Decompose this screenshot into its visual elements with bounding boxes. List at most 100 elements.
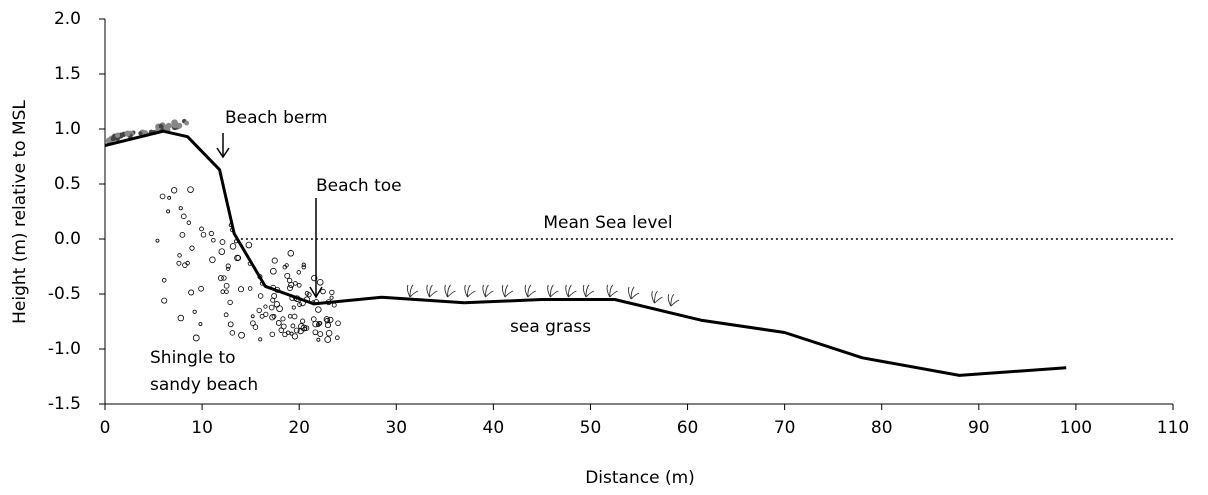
pebble [208,230,214,237]
pebble [221,275,227,281]
pebble [286,277,293,284]
pebble [155,238,160,243]
pebble [271,257,278,264]
pebble [161,278,167,283]
pebble [316,321,322,327]
x-tick-label: 50 [580,418,602,438]
grass [651,290,663,304]
pebble [223,312,229,318]
pebble [263,311,269,317]
pebble [223,282,230,289]
reference-line-label: Mean Sea level [543,213,672,233]
x-tick-label: 30 [385,418,407,438]
pebble [187,186,194,193]
grass [582,284,595,298]
x-tick-label: 80 [871,418,893,438]
pebble [166,209,171,214]
x-tick-label: 110 [1157,418,1189,438]
y-tick-label: -1.0 [48,339,81,359]
pebble [331,302,337,308]
pebble [282,331,288,338]
pebble [189,245,195,251]
pebble [181,213,187,220]
pebble [269,331,276,338]
shrub [124,130,131,137]
profile-line [104,129,1067,377]
pebble [297,328,304,335]
pebble [280,316,286,322]
pebble [269,314,276,321]
shrub [176,122,183,129]
pebble [329,295,334,300]
pebble [227,321,234,328]
pebble [217,275,224,282]
y-tick-label: 1.0 [54,119,81,139]
shrub [171,119,178,127]
y-tick-label: 0.0 [54,229,81,249]
pebble [275,320,282,326]
pebble [293,281,298,286]
pebble [199,226,204,232]
pebble [287,313,293,319]
grass [464,284,476,298]
grass [547,284,559,298]
arrow-head [309,286,323,299]
grass [426,284,438,298]
grass [406,284,419,298]
pebble [186,220,192,225]
pebble [334,335,340,341]
x-tick-label: 20 [288,418,310,438]
pebble [220,289,225,294]
pebble [312,329,319,336]
pebble [325,329,333,337]
pebble [301,262,306,267]
pebble [224,289,229,294]
grass [565,284,577,298]
grass [444,284,456,298]
pebble [324,336,332,343]
pebble [179,232,186,238]
annotation: Beach berm [225,108,328,128]
x-tick-label: 70 [774,418,796,438]
pebble [229,330,236,336]
x-tick-label: 40 [483,418,505,438]
pebble [300,318,306,324]
pebble [296,282,302,288]
pebble [312,320,320,328]
pebble [225,263,231,269]
y-tick-label: 1.5 [54,64,81,84]
pebble [229,243,237,250]
y-tick-label: 0.5 [54,174,81,194]
pebble [159,193,166,200]
pebble [247,286,253,291]
grass [667,293,680,307]
pebble [290,323,296,329]
pebble [258,337,263,342]
pebble [238,331,245,339]
pebble [291,333,298,340]
pebble [250,320,256,326]
pebble [211,237,216,243]
pebble [259,313,265,319]
pebble [324,322,331,329]
pebble [324,317,331,324]
pebble [177,314,185,322]
pebble [296,270,301,275]
pebble [257,293,264,299]
grass [524,284,536,298]
pebble [311,274,318,282]
pebble [198,285,204,292]
shrub [158,123,164,129]
y-axis-title: Height (m) relative to MSL [10,100,30,324]
pebble [287,250,295,257]
pebble [171,187,178,194]
pebble [226,266,231,271]
x-tick-label: 90 [968,418,990,438]
y-tick-label: -1.5 [48,394,81,414]
shrub [165,122,172,129]
pebble [301,264,307,270]
x-tick-label: 0 [100,418,111,438]
pebble [280,323,287,330]
pebble [316,279,324,286]
